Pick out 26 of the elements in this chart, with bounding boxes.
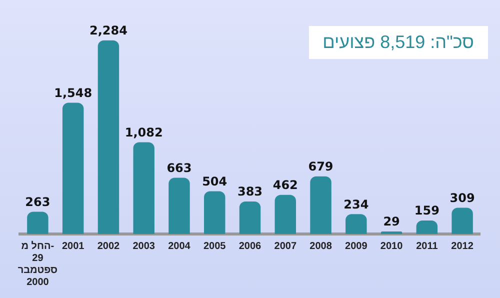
x-tick-label: 2005	[203, 240, 226, 252]
x-tick-label: 2010	[380, 240, 404, 252]
x-tick-label: 2011	[416, 240, 438, 252]
x-tick-label: 2004	[168, 240, 191, 252]
data-label: 1,082	[124, 125, 163, 140]
data-label: 462	[272, 178, 298, 192]
data-label: 504	[202, 174, 228, 188]
data-label: 309	[450, 190, 475, 205]
data-label: 383	[237, 184, 263, 199]
data-label: 1,548	[54, 86, 92, 100]
x-tick-label: 2001	[62, 240, 85, 252]
data-label: 234	[344, 197, 369, 212]
x-tick-label: 2008	[310, 240, 332, 252]
x-tick-label: 2006	[238, 240, 262, 252]
data-label: 663	[166, 160, 192, 175]
chart-title: סכ"ה: 8,519 פצועים	[308, 26, 488, 59]
x-tick-label: 2009	[345, 240, 368, 252]
x-tick-label: 2007	[274, 240, 297, 252]
data-label: 29	[383, 214, 400, 229]
data-label: 2,284	[89, 23, 128, 38]
data-label: 263	[25, 194, 50, 209]
x-tick-label: 2002	[97, 240, 120, 252]
x-tick-label: 2012	[451, 240, 474, 252]
x-tick-label: 2003	[132, 240, 156, 252]
data-label: 679	[308, 160, 334, 174]
data-label: 159	[414, 204, 440, 218]
